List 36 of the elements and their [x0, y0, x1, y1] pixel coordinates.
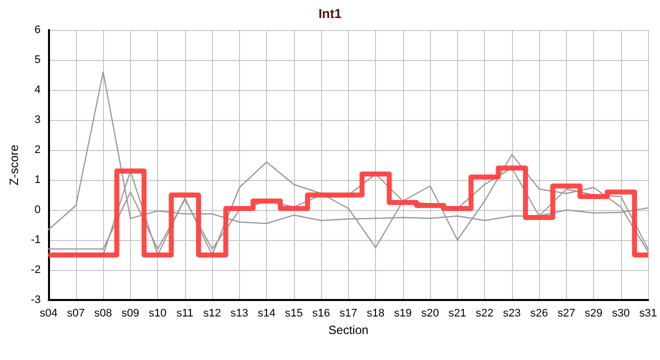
x-tick-label: s17 — [340, 308, 358, 320]
x-axis-title: Section — [328, 322, 368, 337]
x-tick-label: s12 — [203, 308, 222, 320]
x-tick-label: s23 — [503, 308, 521, 320]
x-tick-label: s19 — [394, 308, 412, 320]
x-tick-label: s09 — [122, 308, 140, 320]
y-tick-label: -3 — [30, 294, 41, 306]
x-tick-label: s22 — [476, 308, 494, 320]
x-tick-label: s15 — [285, 308, 303, 320]
x-tick-label: s31 — [639, 308, 658, 320]
x-tick-label: s04 — [40, 308, 58, 320]
y-tick-label: 0 — [34, 204, 41, 216]
y-tick-label: 6 — [34, 24, 41, 36]
x-tick-label: s07 — [67, 308, 85, 320]
y-tick-label: 3 — [34, 114, 41, 126]
y-tick-label: -2 — [30, 264, 41, 276]
x-tick-label: s29 — [584, 308, 603, 320]
x-tick-label: s16 — [312, 308, 330, 320]
x-tick-label: s14 — [258, 308, 276, 320]
chart-title: Int1 — [318, 6, 342, 21]
x-tick-label: s10 — [148, 308, 167, 320]
y-axis-title: Z-score — [7, 144, 21, 186]
x-tick-label: s08 — [94, 308, 112, 320]
x-tick-label: s26 — [530, 308, 548, 320]
x-tick-label: s11 — [176, 308, 194, 320]
x-tick-label: s13 — [230, 308, 248, 320]
x-tick-label: s30 — [612, 308, 630, 320]
x-tick-label: s18 — [366, 308, 385, 320]
y-tick-label: 1 — [34, 174, 41, 186]
x-tick-label: s21 — [448, 308, 466, 320]
y-tick-label: -1 — [30, 234, 41, 246]
y-tick-label: 4 — [34, 84, 41, 96]
y-tick-label: 2 — [34, 144, 41, 156]
x-tick-label: s20 — [421, 308, 440, 320]
x-tick-label: s27 — [558, 308, 576, 320]
y-tick-label: 5 — [34, 54, 41, 66]
